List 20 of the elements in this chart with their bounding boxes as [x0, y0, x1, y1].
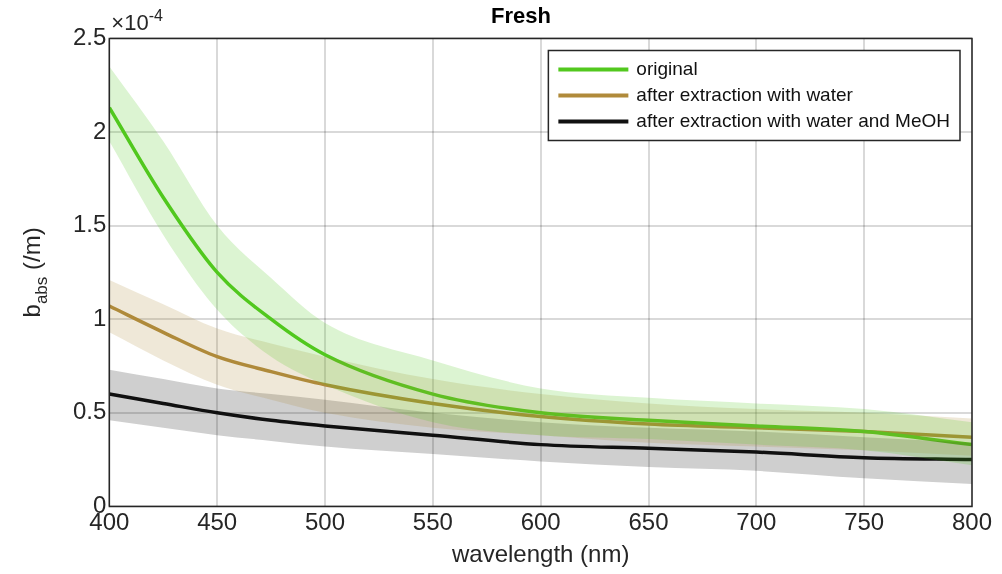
x-axis-title: wavelength (nm)	[450, 540, 630, 568]
y-tick-label: 1.5	[72, 210, 107, 238]
legend-label: original	[636, 57, 698, 79]
legend-label: after extraction with water and MeOH	[636, 109, 951, 131]
y-axis-title: babs (/m)	[18, 227, 52, 318]
x-tick-label: 450	[197, 508, 238, 536]
legend-label: after extraction with water	[636, 83, 854, 105]
x-tick-label: 750	[844, 508, 885, 536]
y-tick-label: 2.5	[72, 23, 107, 51]
line-series	[109, 392, 972, 462]
x-tick-label: 800	[951, 508, 993, 536]
y-tick-label: 0.5	[72, 397, 107, 425]
y-tick-label: 1	[93, 303, 107, 331]
x-tick-label: 550	[412, 508, 453, 536]
y-tick-label: 2	[93, 116, 107, 144]
x-tick-label: 500	[305, 508, 346, 536]
chart-title: Fresh	[491, 3, 551, 29]
x-tick-label: 600	[520, 508, 561, 536]
x-tick-label: 700	[736, 508, 777, 536]
x-tick-label: 650	[628, 508, 669, 536]
